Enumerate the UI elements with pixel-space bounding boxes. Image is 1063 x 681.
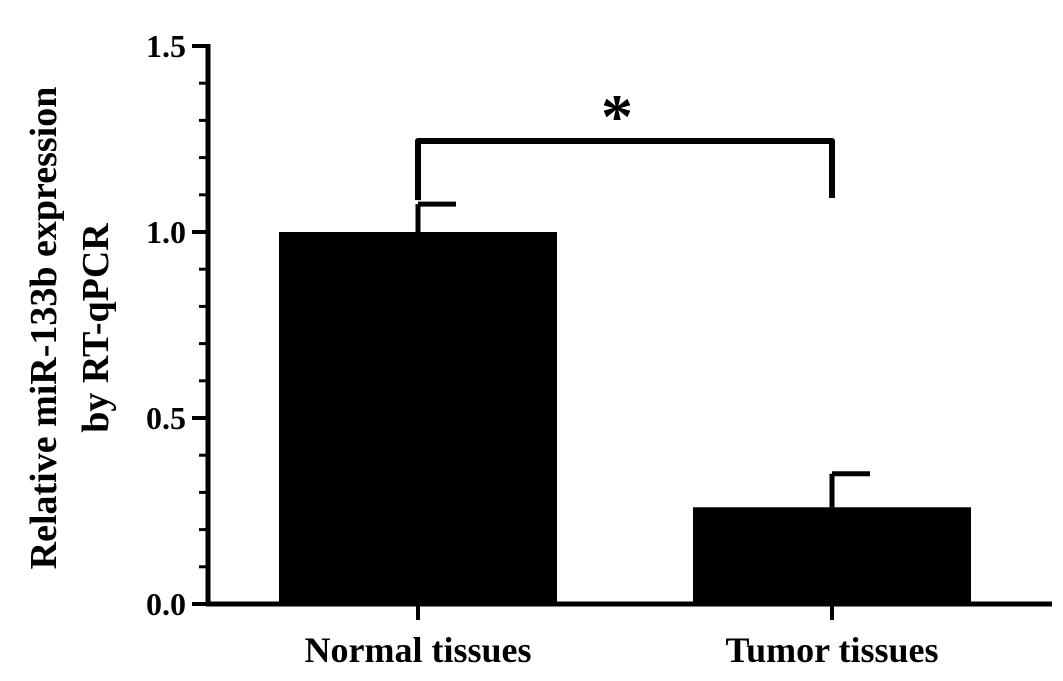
error-bars [415, 201, 870, 508]
y-ticks: 0.0 0.5 1.0 1.5 [146, 28, 208, 622]
bar [693, 507, 971, 604]
y-tick-label: 1.5 [146, 28, 186, 64]
y-axis-title-line2: by RT-qPCR [75, 223, 117, 433]
y-tick-label: 1.0 [146, 214, 186, 250]
significance-bracket: * [415, 81, 835, 201]
bar [279, 232, 557, 604]
category-labels: Normal tissues Tumor tissues [305, 630, 939, 670]
y-tick-label: 0.5 [146, 400, 186, 436]
y-tick-label: 0.0 [146, 586, 186, 622]
significance-star: * [601, 81, 633, 152]
x-category-label: Normal tissues [305, 630, 532, 670]
x-category-label: Tumor tissues [725, 630, 938, 670]
significance-line [415, 138, 835, 201]
bars [279, 232, 971, 620]
y-axis-title-line1: Relative miR-133b expression [23, 87, 65, 570]
